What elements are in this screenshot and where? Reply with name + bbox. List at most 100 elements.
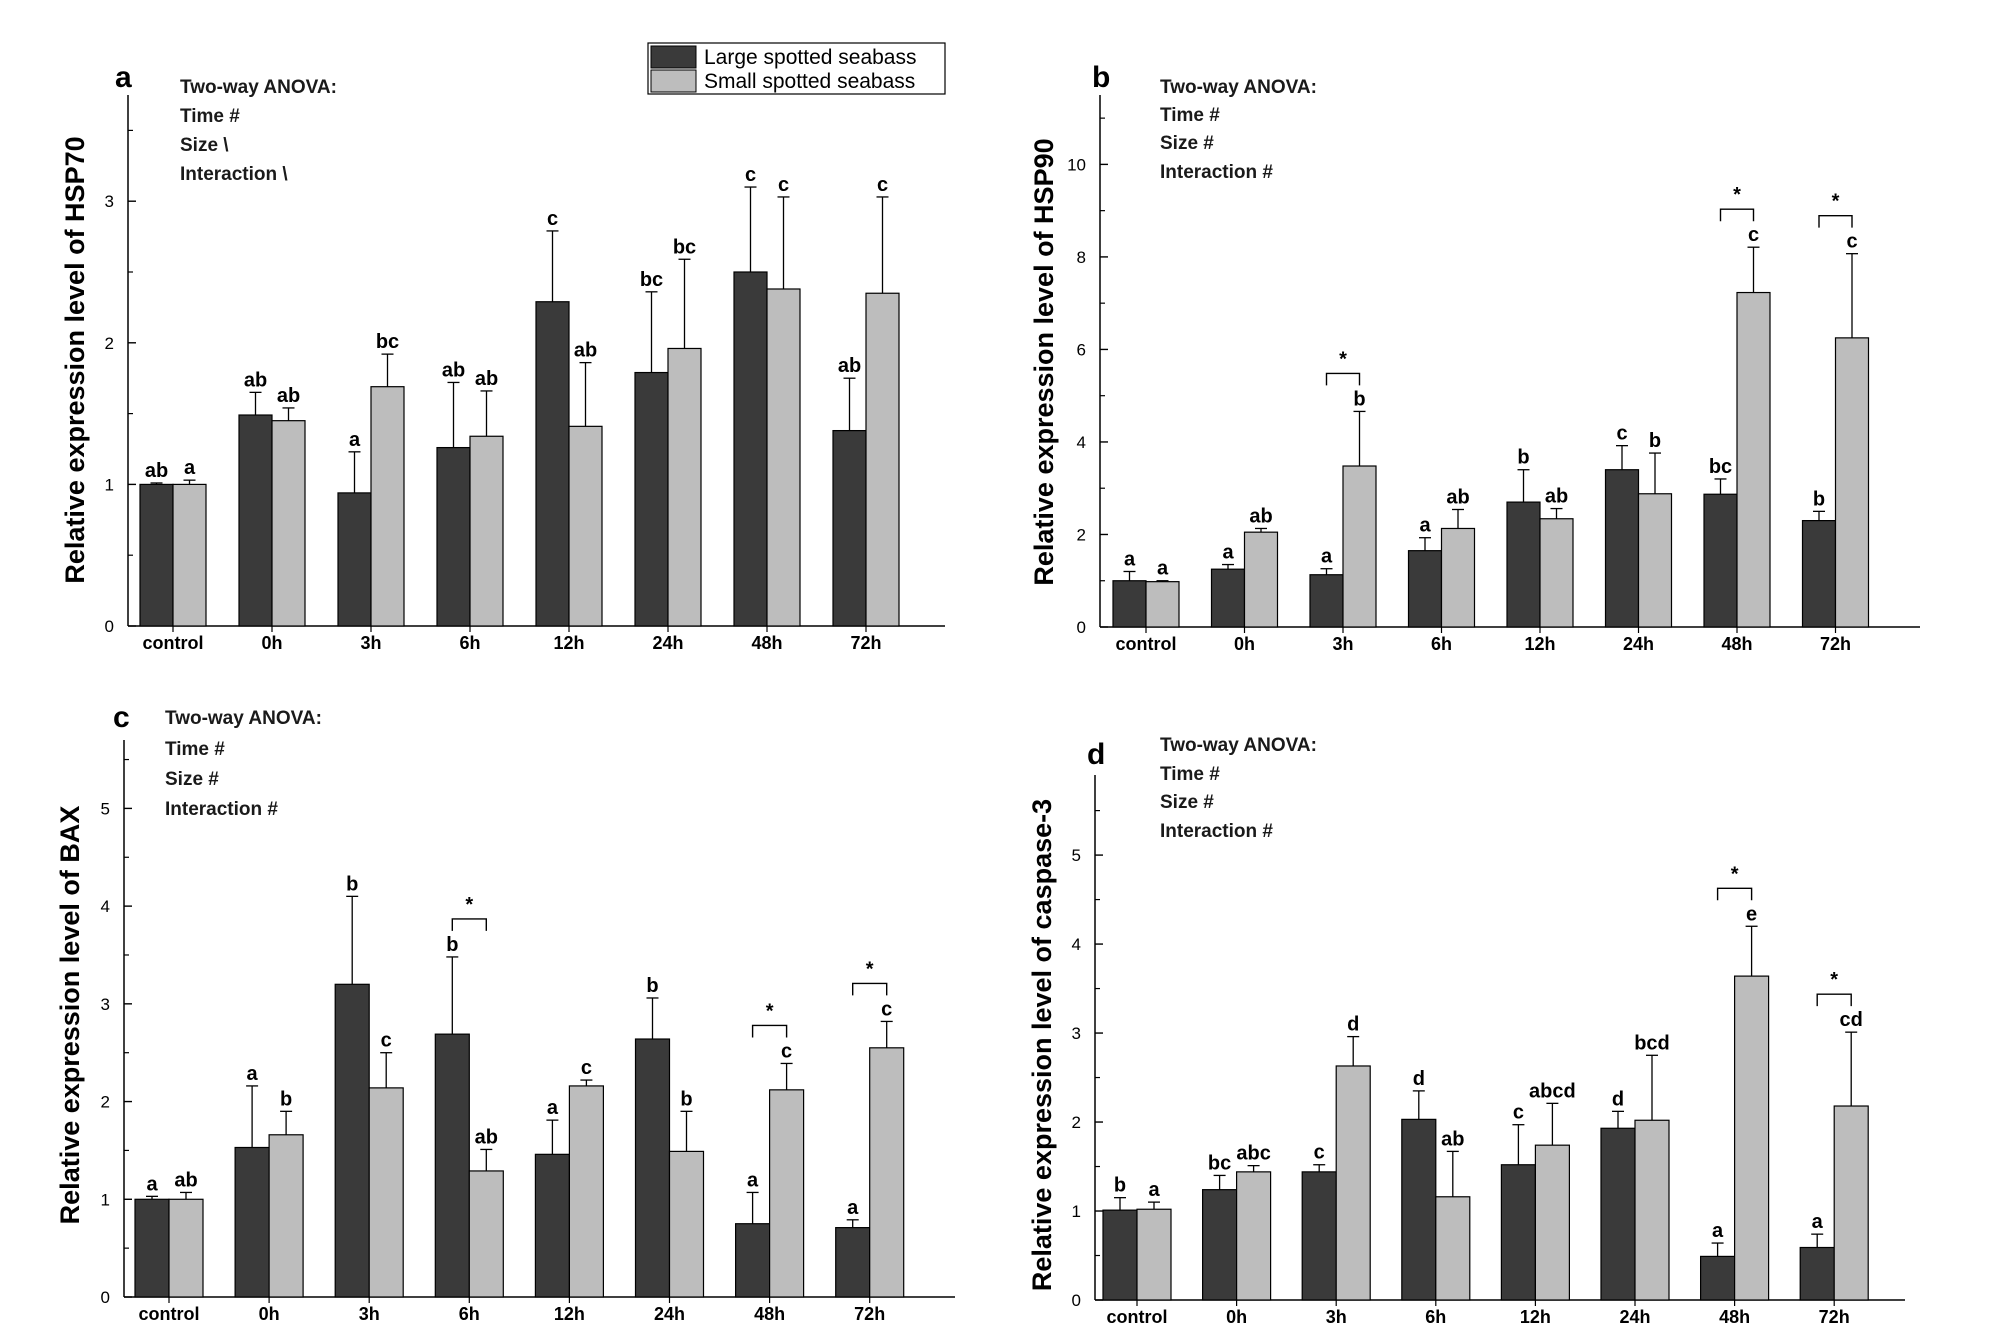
legend-label-small: Small spotted seabass xyxy=(704,70,915,93)
panel-b-sig-letter: ab xyxy=(1249,505,1272,527)
panel-a-ticks: 0 1 2 3 control 0h 3h 6h 12h 24h 48h 72h xyxy=(105,129,882,653)
panel-d-ytick-label: 0 xyxy=(1072,1291,1081,1310)
panel-a-sig-letter: c xyxy=(745,164,756,186)
panel-a-ylabel: Relative expression level of HSP70 xyxy=(60,136,90,583)
panel-b-ytick-label: 0 xyxy=(1077,618,1086,637)
panel-b-bar-large xyxy=(1407,550,1443,628)
panel-c-bar-large xyxy=(835,1227,871,1298)
panel-b-sig-bracket xyxy=(1719,208,1755,222)
panel-c-ytick-label: 3 xyxy=(101,995,110,1014)
panel-c-xtick-label: 6h xyxy=(459,1304,480,1324)
panel-b-anova-time: Time # xyxy=(1160,105,1220,126)
panel-a: a Two-way ANOVA: Time # Size \ Interacti… xyxy=(60,61,945,653)
panel-a-bar-small xyxy=(667,347,702,627)
legend-swatch-large xyxy=(650,45,697,69)
panel-c-bar-large xyxy=(534,1153,571,1298)
panel-b-sig-letter: c xyxy=(1748,224,1759,246)
panel-b-sig-star: * xyxy=(1832,191,1840,213)
panel-a-bar-small xyxy=(172,483,207,627)
panel-a-xtick-label: 12h xyxy=(553,633,584,653)
panel-a-anova-interaction: Interaction \ xyxy=(180,164,288,185)
panel-d-xtick-label: 48h xyxy=(1719,1307,1750,1327)
panel-b-xtick-label: 12h xyxy=(1524,634,1555,654)
panel-b-sig-letter: b xyxy=(1517,447,1529,469)
panel-a-anova-time: Time # xyxy=(180,106,240,127)
panel-b-ylabel: Relative expression level of HSP90 xyxy=(1029,138,1059,585)
panel-d-xtick-label: 12h xyxy=(1520,1307,1551,1327)
panel-a-bar-small xyxy=(766,288,801,627)
panel-c-xtick-label: 0h xyxy=(259,1304,280,1324)
panel-c-ticks: 0 1 2 3 4 5 control 0h 3h 6h 12h 24h 48h 72h xyxy=(101,758,885,1324)
panel-a-sig-letter: ab xyxy=(244,369,267,391)
panel-d-bar-large xyxy=(1699,1255,1736,1301)
panel-b-sig-letter: a xyxy=(1157,558,1169,580)
panel-b-sig-letter: a xyxy=(1419,515,1431,537)
panel-c-sig-letter: ab xyxy=(174,1169,197,1191)
panel-d-bar-small xyxy=(1534,1144,1571,1301)
panel-d-sig-letter: e xyxy=(1746,903,1757,925)
panel-b-sig-letter: b xyxy=(1353,388,1365,410)
panel-a-sig-letter: ab xyxy=(145,460,168,482)
panel-d-sig-letter: d xyxy=(1413,1068,1425,1090)
panel-b-anova-size: Size # xyxy=(1160,133,1214,154)
panel-b-ytick-label: 10 xyxy=(1067,155,1086,174)
panel-a-bar-large xyxy=(832,429,867,627)
panel-b-bar-large xyxy=(1506,501,1541,628)
panel-c-sig-letter: b xyxy=(646,975,658,997)
panel-c-bar-small xyxy=(468,1170,504,1298)
panel-b-letter: b xyxy=(1092,61,1110,94)
panel-b-sig-letter: b xyxy=(1813,488,1825,510)
panel-c-ytick-label: 0 xyxy=(101,1288,110,1307)
panel-c-bar-small xyxy=(668,1150,705,1298)
panel-b-bar-large xyxy=(1112,580,1147,628)
panel-b-bar-large xyxy=(1210,568,1246,628)
panel-d-sig-letter: a xyxy=(1712,1220,1724,1242)
panel-b-sig-letter: c xyxy=(1616,423,1627,445)
panel-c-sig-letter: a xyxy=(547,1097,559,1119)
panel-d-sig-letter: c xyxy=(1314,1142,1325,1164)
panel-d-ytick-label: 3 xyxy=(1072,1024,1081,1043)
panel-c-sig-bracket xyxy=(852,982,888,996)
panel-c-anova-time: Time # xyxy=(165,739,225,760)
panel-a-bar-large xyxy=(139,483,174,627)
panel-d-sig-letter: d xyxy=(1347,1014,1359,1036)
legend-frame xyxy=(647,42,946,95)
panel-a-sig-letter: a xyxy=(349,429,361,451)
panel-d-bar-small xyxy=(1435,1196,1471,1301)
panel-d-bar-large xyxy=(1600,1127,1636,1301)
panel-a-xtick-label: 24h xyxy=(652,633,683,653)
panel-d: d Two-way ANOVA: Time # Size # Interacti… xyxy=(1027,735,1905,1327)
panel-d-sig-letter: cd xyxy=(1840,1009,1863,1031)
panel-d-ytick-label: 1 xyxy=(1072,1202,1081,1221)
panel-b-anova-title: Two-way ANOVA: xyxy=(1160,77,1317,98)
panel-d-ytick-label: 2 xyxy=(1072,1113,1081,1132)
panel-c-ytick-label: 4 xyxy=(101,897,110,916)
panel-b-bar-small xyxy=(1736,291,1771,628)
panel-d-bar-large xyxy=(1799,1246,1835,1301)
panel-d-bar-small xyxy=(1335,1065,1371,1301)
panel-c-xtick-label: control xyxy=(139,1304,200,1324)
panel-c-bar-large xyxy=(134,1198,170,1298)
panel-b-anova-interaction: Interaction # xyxy=(1160,162,1273,183)
panel-a-xtick-label: 48h xyxy=(751,633,782,653)
panel-b-bar-small xyxy=(1440,527,1476,628)
panel-b-sig-letter: a xyxy=(1321,546,1333,568)
panel-b-xtick-label: 3h xyxy=(1332,634,1353,654)
panel-d-xtick-label: 72h xyxy=(1819,1307,1850,1327)
panel-c-bar-small xyxy=(568,1085,605,1298)
panel-c-ytick-label: 1 xyxy=(101,1190,110,1209)
panel-c-sig-letter: a xyxy=(847,1197,859,1219)
panel-c-xtick-label: 12h xyxy=(554,1304,585,1324)
panel-d-anova-interaction: Interaction # xyxy=(1160,821,1273,842)
panel-a-sig-letter: c xyxy=(877,174,888,196)
panel-c-xtick-label: 48h xyxy=(754,1304,785,1324)
panel-a-bar-large xyxy=(535,301,570,627)
panel-b-ytick-label: 6 xyxy=(1077,340,1086,359)
panel-c-sig-letter: ab xyxy=(475,1126,498,1148)
panel-a-sig-letter: a xyxy=(184,457,196,479)
panel-d-xtick-label: control xyxy=(1107,1307,1168,1327)
panel-b-bar-large xyxy=(1309,574,1344,628)
panel-b-xtick-label: 48h xyxy=(1721,634,1752,654)
panel-b-xtick-label: 6h xyxy=(1431,634,1452,654)
